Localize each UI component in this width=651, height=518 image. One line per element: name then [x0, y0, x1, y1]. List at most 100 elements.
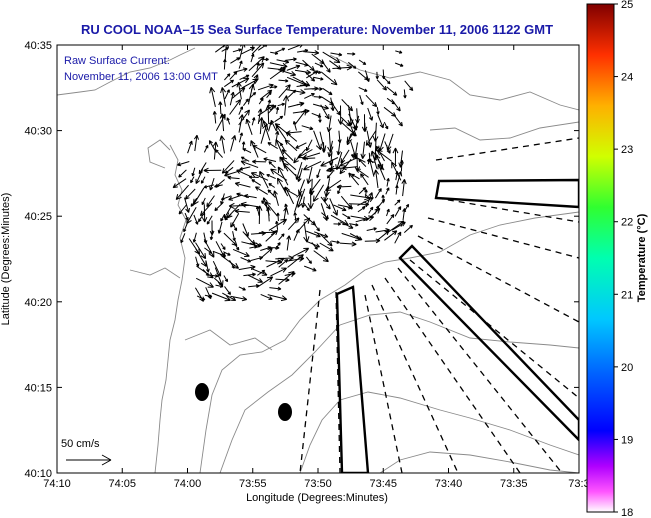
current-vector — [220, 87, 227, 107]
current-vector — [193, 134, 199, 152]
current-vector — [303, 50, 320, 56]
transect-box — [335, 285, 370, 473]
current-vector — [265, 104, 272, 125]
annotation-line-2: November 11, 2006 13:00 GMT — [64, 71, 218, 83]
current-vector — [240, 160, 259, 168]
current-vector — [193, 214, 199, 225]
current-vector — [391, 221, 406, 231]
scale-vector-label: 50 cm/s — [61, 438, 100, 450]
current-vector — [399, 159, 404, 172]
current-vector — [301, 125, 314, 131]
current-vector — [278, 233, 285, 241]
current-vector — [209, 86, 216, 108]
current-vector — [228, 194, 243, 201]
current-vector — [384, 230, 398, 241]
current-vector — [187, 140, 193, 154]
current-vector — [184, 212, 189, 221]
current-vector — [393, 114, 403, 127]
current-vector — [278, 84, 291, 99]
current-vector — [391, 99, 401, 112]
current-vector — [381, 194, 385, 204]
x-tick-label: 73:40 — [435, 478, 463, 490]
current-vector — [224, 286, 231, 296]
current-vector — [282, 162, 297, 177]
current-vector — [383, 121, 389, 130]
current-vector — [257, 269, 266, 276]
current-vector — [358, 59, 367, 65]
current-vector — [404, 80, 414, 92]
current-vector — [236, 81, 242, 100]
current-vector — [267, 104, 277, 114]
depth-contour — [429, 121, 579, 141]
current-vector — [386, 86, 398, 96]
current-vector — [403, 89, 407, 99]
current-vector — [296, 83, 310, 88]
current-vector — [376, 230, 390, 241]
current-vector — [403, 224, 413, 233]
current-vector — [313, 184, 325, 202]
current-vector — [349, 122, 356, 137]
current-vector — [226, 117, 231, 125]
current-vector — [248, 175, 259, 179]
current-vector — [250, 140, 259, 158]
current-vector — [337, 105, 344, 125]
current-vector — [190, 197, 198, 207]
y-tick-label: 40:25 — [24, 211, 52, 223]
bathymetry-contours — [57, 47, 579, 473]
current-vector — [386, 208, 390, 217]
current-vector — [183, 223, 188, 233]
current-vector — [312, 103, 329, 110]
current-vector — [224, 214, 232, 221]
current-vector — [268, 183, 275, 188]
current-vector — [238, 114, 245, 133]
current-vector — [349, 223, 359, 227]
current-vector — [203, 184, 215, 189]
current-vector — [245, 118, 253, 135]
y-tick-label: 40:10 — [24, 468, 52, 480]
current-vector — [296, 102, 304, 106]
current-vector — [376, 79, 387, 91]
current-vector — [192, 232, 197, 243]
current-vector — [281, 156, 297, 171]
current-vector — [287, 254, 304, 268]
current-vector — [184, 197, 190, 213]
current-vector — [251, 240, 263, 247]
current-vector — [276, 212, 280, 222]
current-vector — [282, 95, 290, 116]
current-vector — [360, 141, 366, 159]
current-vector — [292, 120, 297, 131]
current-vector — [242, 148, 252, 154]
current-vector — [333, 222, 342, 226]
current-vector — [304, 71, 316, 82]
current-vector — [203, 144, 209, 153]
current-vector — [374, 188, 382, 199]
current-vector — [258, 97, 264, 105]
current-vector — [184, 188, 196, 200]
current-vector — [330, 52, 343, 57]
current-vector — [395, 185, 399, 195]
current-vector — [203, 239, 215, 258]
current-vector — [394, 62, 404, 67]
current-vector — [205, 260, 210, 273]
current-vector — [292, 247, 310, 258]
current-vector — [314, 62, 324, 68]
current-vector — [241, 141, 246, 150]
current-vector — [348, 172, 360, 186]
current-vector — [304, 265, 317, 272]
current-vector — [311, 87, 323, 91]
current-vector — [277, 177, 289, 197]
current-vector — [322, 142, 326, 153]
current-vector — [239, 74, 250, 81]
current-vector — [339, 241, 357, 247]
current-vector — [375, 145, 385, 162]
plot-area — [57, 45, 579, 473]
current-vector — [382, 76, 391, 85]
current-vector — [223, 59, 227, 70]
depth-contour — [129, 267, 181, 279]
buoy-marker — [195, 383, 209, 401]
plot-content — [57, 45, 579, 473]
current-vector — [339, 157, 357, 167]
current-vector — [269, 286, 282, 291]
current-vector — [332, 64, 353, 71]
current-vector — [365, 94, 378, 108]
